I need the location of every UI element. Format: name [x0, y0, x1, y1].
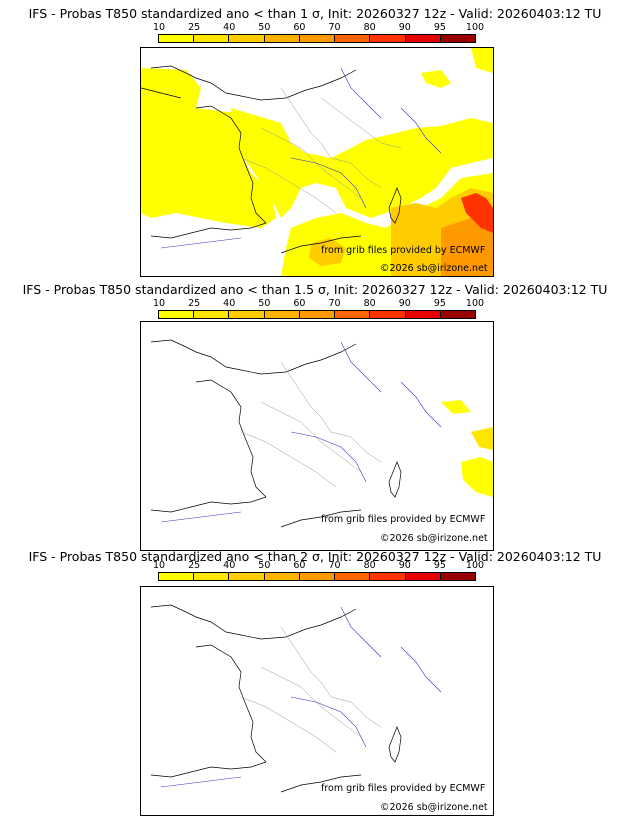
source-credit: from grib files provided by ECMWF — [321, 783, 486, 794]
probability-map — [140, 47, 494, 277]
colorbar-tick-label: 95 — [433, 22, 446, 33]
colorbar-tick-label: 50 — [258, 560, 271, 571]
coastlines — [150, 604, 402, 793]
colorbar-tick-label: 25 — [188, 560, 201, 571]
probability-map — [140, 586, 494, 816]
colorbar-swatch — [159, 311, 195, 318]
colorbar-swatches — [158, 310, 476, 319]
colorbar: 10 25 40 50 60 70 80 90 95 100 — [153, 22, 484, 43]
colorbar-swatch — [194, 573, 230, 580]
panel-title: IFS - Probas T850 standardized ano < tha… — [22, 282, 608, 297]
map-panel-2: IFS - Probas T850 standardized ano < tha… — [0, 276, 630, 552]
colorbar-swatch — [405, 573, 441, 580]
rivers — [160, 606, 442, 788]
panel-title: IFS - Probas T850 standardized ano < tha… — [28, 6, 602, 21]
rivers — [160, 67, 442, 249]
colorbar-tick-label: 80 — [363, 560, 376, 571]
colorbar-tick-label: 100 — [465, 560, 485, 571]
colorbar-tick-label: 40 — [223, 298, 236, 309]
colorbar-swatch — [229, 35, 265, 42]
colorbar-tick-label: 90 — [398, 22, 411, 33]
colorbar-tick-label: 95 — [433, 298, 446, 309]
map-canvas — [141, 48, 493, 276]
colorbar-swatch — [370, 311, 406, 318]
colorbar-tick-label: 50 — [258, 298, 271, 309]
colorbar-swatch — [335, 311, 371, 318]
colorbar-tick-label: 10 — [152, 298, 166, 309]
colorbar-tick-label: 60 — [293, 298, 306, 309]
borders — [240, 626, 382, 753]
map-canvas — [150, 604, 442, 793]
borders — [240, 87, 402, 214]
colorbar-swatch — [370, 35, 406, 42]
colorbar-swatch — [264, 311, 300, 318]
colorbar-swatch — [229, 573, 265, 580]
copyright: ©2026 sb@irizone.net — [380, 802, 488, 813]
colorbar-tick-label: 60 — [293, 560, 306, 571]
colorbar-swatch — [405, 35, 441, 42]
colorbar-tick-label: 100 — [465, 298, 485, 309]
colorbar-tick-label: 80 — [363, 22, 376, 33]
colorbar-swatch — [229, 311, 265, 318]
colorbar-swatch — [264, 573, 300, 580]
colorbar-swatch — [159, 35, 195, 42]
probability-fill — [441, 400, 493, 497]
colorbar-tick-label: 90 — [398, 298, 411, 309]
colorbar-swatch — [299, 573, 336, 580]
colorbar-tick-label: 70 — [328, 298, 341, 309]
colorbar-swatches — [158, 34, 476, 43]
colorbar-swatch — [159, 573, 195, 580]
borders — [240, 361, 382, 488]
colorbar-swatch — [440, 311, 475, 318]
copyright: ©2026 sb@irizone.net — [380, 263, 488, 274]
colorbar-tick-label: 25 — [188, 298, 201, 309]
colorbar-swatches — [158, 572, 476, 581]
colorbar-swatch — [370, 573, 406, 580]
colorbar-swatch — [335, 35, 371, 42]
panel-title: IFS - Probas T850 standardized ano < tha… — [28, 549, 602, 564]
colorbar-tick-label: 60 — [293, 22, 306, 33]
colorbar-swatch — [440, 573, 475, 580]
colorbar-tick-label: 70 — [328, 560, 341, 571]
copyright: ©2026 sb@irizone.net — [380, 533, 488, 544]
probability-map — [140, 321, 494, 551]
colorbar-swatch — [299, 35, 336, 42]
colorbar-tick-label: 25 — [188, 22, 201, 33]
colorbar-swatch — [299, 311, 336, 318]
source-credit: from grib files provided by ECMWF — [321, 245, 486, 256]
colorbar-tick-label: 40 — [223, 560, 236, 571]
colorbar-tick-label: 40 — [223, 22, 236, 33]
colorbar-swatch — [264, 35, 300, 42]
rivers — [160, 341, 442, 523]
colorbar-tick-label: 70 — [328, 22, 341, 33]
map-panel-1: IFS - Probas T850 standardized ano < tha… — [0, 0, 630, 277]
colorbar-tick-label: 10 — [152, 560, 166, 571]
colorbar-tick-label: 50 — [258, 22, 271, 33]
colorbar-tick-label: 10 — [152, 22, 166, 33]
colorbar-swatch — [194, 311, 230, 318]
colorbar: 10 25 40 50 60 70 80 90 95 100 — [153, 298, 484, 319]
colorbar-swatch — [335, 573, 371, 580]
map-canvas — [150, 339, 493, 528]
colorbar-tick-label: 100 — [465, 22, 485, 33]
colorbar-swatch — [194, 35, 230, 42]
colorbar-tick-label: 90 — [398, 560, 411, 571]
colorbar-tick-label: 80 — [363, 298, 376, 309]
colorbar-swatch — [405, 311, 441, 318]
probability-fill — [141, 48, 493, 276]
coastlines — [150, 339, 402, 528]
coastlines — [141, 65, 402, 254]
colorbar-tick-label: 95 — [433, 560, 446, 571]
colorbar-swatch — [440, 35, 475, 42]
map-panel-3: IFS - Probas T850 standardized ano < tha… — [0, 549, 630, 828]
colorbar: 10 25 40 50 60 70 80 90 95 100 — [153, 560, 484, 581]
source-credit: from grib files provided by ECMWF — [321, 514, 486, 525]
